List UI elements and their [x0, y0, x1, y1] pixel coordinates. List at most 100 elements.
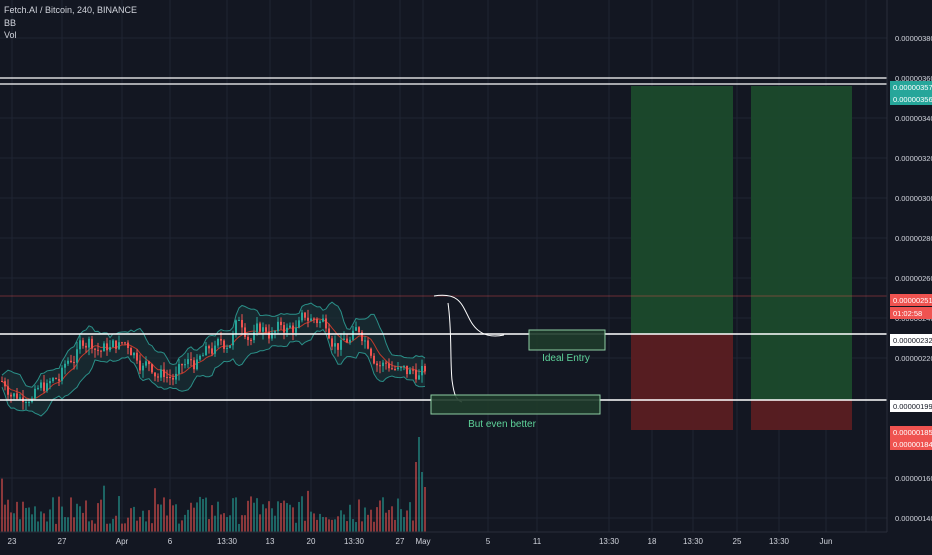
volume-bar [217, 501, 219, 532]
volume-bar [316, 519, 318, 532]
volume-bar [244, 515, 246, 532]
price-label: 0.00000199 [893, 402, 932, 411]
candle-body [334, 343, 336, 347]
volume-bar [346, 521, 348, 532]
indicator-bb-label[interactable]: BB [4, 18, 17, 28]
volume-bar [97, 503, 99, 532]
price-label: 0.00000185 [893, 428, 932, 437]
candle-body [280, 321, 282, 326]
time-tick-label: Apr [116, 537, 129, 546]
candle-body [409, 369, 411, 375]
volume-bar [136, 520, 138, 532]
candle-body [190, 359, 192, 361]
volume-bar [118, 496, 120, 532]
volume-bar [109, 523, 111, 532]
candle-body [37, 387, 39, 389]
volume-bar [331, 519, 333, 532]
volume-bar [286, 503, 288, 532]
candle-body [175, 373, 177, 380]
candle-body [313, 318, 315, 320]
price-tick-label: 0.00000280 [895, 234, 932, 243]
time-axis-background [0, 532, 932, 550]
volume-bar [73, 517, 75, 532]
time-tick-label: 5 [486, 537, 491, 546]
volume-bar [88, 521, 90, 532]
candle-body [10, 394, 12, 397]
volume-bar [70, 497, 72, 532]
volume-bar [55, 523, 57, 532]
time-tick-label: 27 [58, 537, 67, 546]
volume-bar [52, 497, 54, 532]
volume-bar [196, 502, 198, 532]
indicator-vol-label[interactable]: Vol [4, 30, 17, 40]
price-tick-label: 0.00000140 [895, 514, 932, 523]
volume-bar [37, 521, 39, 532]
candle-body [232, 334, 234, 346]
candle-body [130, 347, 132, 356]
candle-body [388, 363, 390, 369]
candle-body [136, 352, 138, 361]
bb-lower [1, 328, 426, 417]
volume-bar [409, 502, 411, 532]
candle-body [418, 375, 420, 380]
candle-body [355, 327, 357, 331]
volume-bar [172, 505, 174, 532]
position-zones [631, 86, 852, 430]
volume-bar [61, 506, 63, 532]
candle-body [352, 330, 354, 340]
volume-bar [25, 507, 27, 532]
candle-body [49, 381, 51, 384]
volume-bar [376, 507, 378, 532]
volume-bar [166, 515, 168, 532]
volume-bar [106, 523, 108, 532]
candle-body [412, 369, 414, 371]
volume-bar [157, 504, 159, 532]
candle-body [154, 372, 156, 377]
time-tick-label: May [415, 537, 430, 546]
volume-bar [379, 500, 381, 532]
candle-body [262, 327, 264, 332]
candle-body [400, 366, 402, 368]
long-position-1-stop-zone [631, 334, 733, 430]
candle-body [76, 349, 78, 363]
candle-body [85, 345, 87, 348]
volume-bar [127, 517, 129, 532]
candle-body [253, 332, 255, 341]
volume-bar [391, 506, 393, 532]
symbol-title: Fetch.AI / Bitcoin, 240, BINANCE [4, 5, 138, 15]
time-tick-label: 13:30 [344, 537, 365, 546]
ideal-entry-label: Ideal Entry [542, 353, 590, 364]
candle-body [250, 339, 252, 341]
price-label: 0.00000356 [893, 95, 932, 104]
price-label-bg [890, 307, 932, 319]
candle-body [199, 355, 201, 360]
volume-bar [91, 520, 93, 532]
candle-body [88, 338, 90, 348]
grid [0, 0, 887, 532]
volume-bar [100, 499, 102, 532]
candle-body [109, 347, 111, 351]
volume-bar [181, 520, 183, 532]
volume-bar [226, 517, 228, 532]
candle-body [13, 393, 15, 397]
volume-bar [385, 512, 387, 532]
candle-body [184, 364, 186, 366]
volume-bar [190, 502, 192, 532]
volume-bar [214, 515, 216, 532]
volume-bar [250, 496, 252, 532]
candle-body [364, 340, 366, 342]
candle-body [274, 331, 276, 333]
time-tick-label: 13:30 [683, 537, 704, 546]
volume-bar [355, 522, 357, 532]
price-label: 01:02:58 [893, 309, 922, 318]
volume-bar [283, 500, 285, 532]
candle-body [112, 340, 114, 348]
volume-bar [169, 499, 171, 532]
candle-body [424, 366, 426, 372]
candle-body [169, 377, 171, 379]
time-tick-label: 13:30 [599, 537, 620, 546]
volume-bar [247, 500, 249, 532]
volume-bar [43, 513, 45, 532]
